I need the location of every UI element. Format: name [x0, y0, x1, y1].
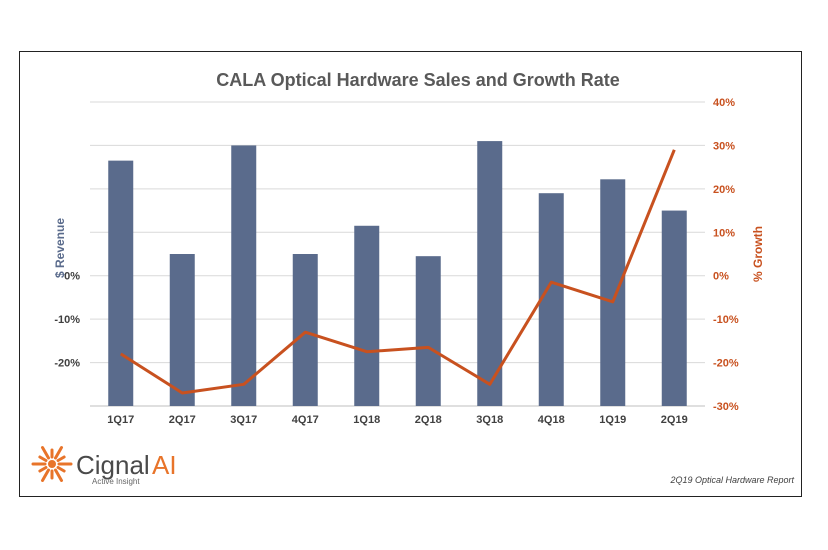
brand-name: Cignal	[76, 450, 150, 480]
x-tick-label: 2Q17	[169, 414, 196, 426]
bar	[292, 254, 318, 406]
bar	[477, 141, 503, 407]
bar	[108, 160, 134, 406]
left-axis-ticks: 0% -10% -20%	[54, 271, 80, 370]
brand-ai: AI	[152, 450, 177, 480]
bar	[169, 254, 195, 406]
x-axis-ticks: 1Q17 2Q17 3Q17 4Q17 1Q18 2Q18 3Q18 4Q18 1Q19 2Q19	[107, 414, 687, 426]
bar-series	[108, 141, 687, 407]
left-axis-label: $ Revenue	[53, 218, 67, 278]
right-tick-label: -10%	[713, 314, 739, 326]
brand-tagline: Active Insight	[92, 477, 140, 486]
x-tick-label: 4Q17	[292, 414, 319, 426]
x-tick-label: 1Q18	[353, 414, 380, 426]
x-tick-label: 3Q17	[230, 414, 257, 426]
bar	[661, 210, 687, 406]
bar	[600, 179, 626, 406]
x-tick-label: 3Q18	[476, 414, 503, 426]
x-tick-label: 2Q18	[415, 414, 442, 426]
report-note: 2Q19 Optical Hardware Report	[669, 475, 794, 485]
chart-title: CALA Optical Hardware Sales and Growth R…	[216, 70, 619, 90]
bar	[415, 256, 441, 406]
right-tick-label: 30%	[713, 140, 735, 152]
right-tick-label: 40%	[713, 97, 735, 109]
x-tick-label: 4Q18	[538, 414, 565, 426]
left-tick-label: 0%	[64, 271, 80, 283]
right-axis-ticks: 40% 30% 20% 10% 0% -10% -20% -30%	[713, 97, 739, 413]
left-tick-label: -10%	[54, 314, 80, 326]
x-tick-label: 1Q19	[599, 414, 626, 426]
right-tick-label: 20%	[713, 184, 735, 196]
bar	[231, 145, 257, 406]
x-tick-label: 2Q19	[661, 414, 688, 426]
right-tick-label: -30%	[713, 401, 739, 413]
left-tick-label: -20%	[54, 358, 80, 370]
sunburst-icon	[31, 446, 73, 482]
bar	[354, 225, 380, 406]
x-tick-label: 1Q17	[107, 414, 134, 426]
right-tick-label: 10%	[713, 227, 735, 239]
right-tick-label: 0%	[713, 271, 729, 283]
logo: Cignal AI Active Insight	[31, 446, 177, 486]
bar	[538, 193, 564, 406]
right-tick-label: -20%	[713, 358, 739, 370]
right-axis-label: % Growth	[751, 226, 765, 282]
growth-line	[119, 149, 676, 395]
